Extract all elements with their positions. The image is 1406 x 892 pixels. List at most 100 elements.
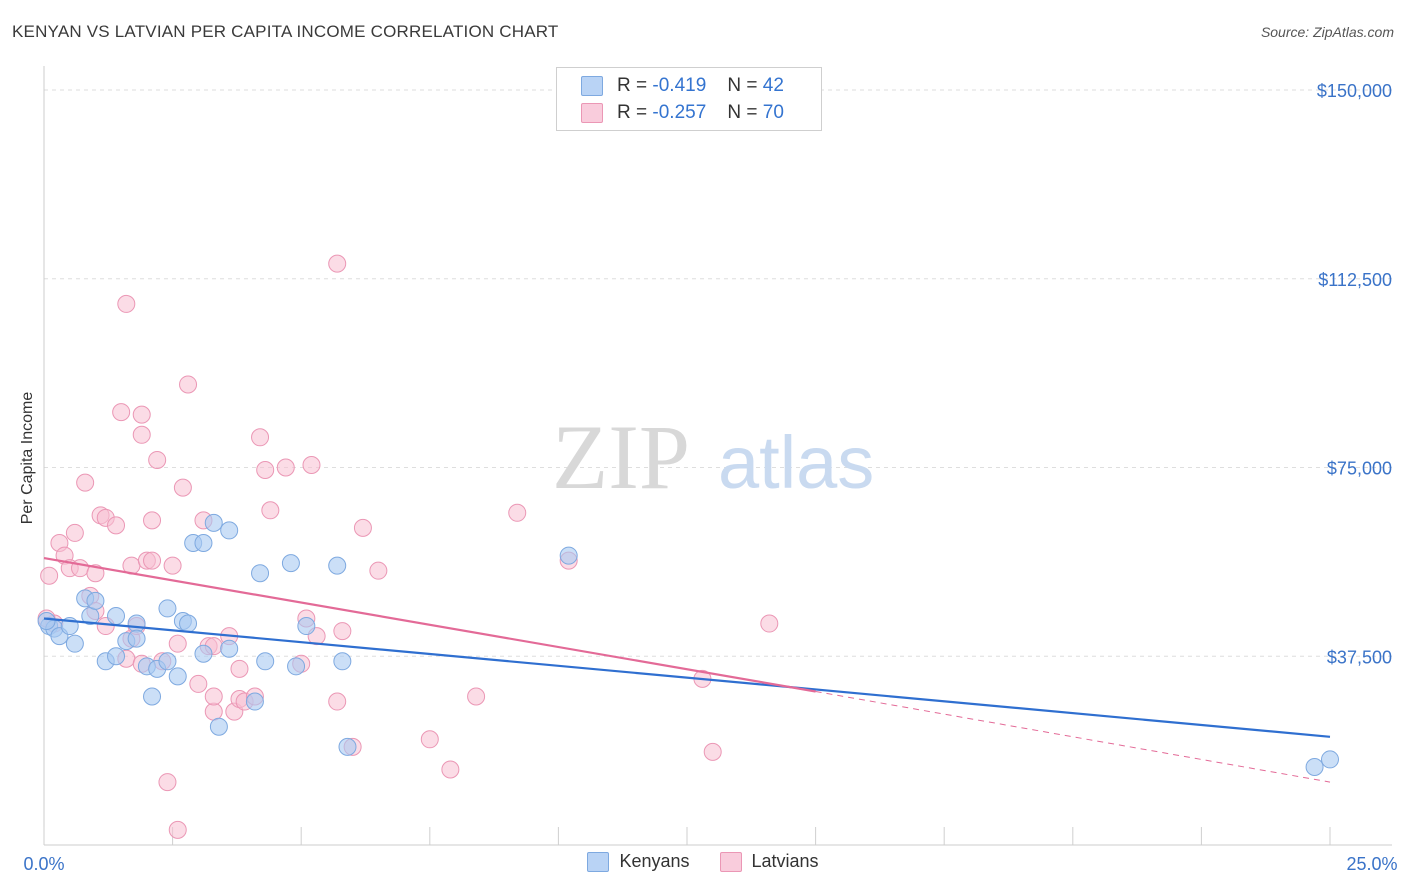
latvian-point (132, 405, 151, 424)
kenyan-point (251, 564, 270, 583)
latvian-point (112, 403, 131, 422)
latvian-point (65, 523, 84, 542)
kenyan-point (1321, 750, 1339, 769)
latvians-points (37, 254, 779, 839)
legend-item-latvians[interactable]: Latvians (719, 851, 819, 872)
latvian-point (256, 461, 275, 480)
legend-row-kenyans: R = -0.419 N = 42 (581, 74, 784, 98)
watermark: ZIP atlas (552, 406, 874, 508)
series-legend: Kenyans Latvians (0, 851, 1406, 872)
latvian-point (703, 742, 722, 761)
latvian-point (143, 511, 162, 530)
kenyan-point (287, 657, 306, 676)
kenyans-n-label: N = (727, 75, 758, 96)
y-tick-label: $37,500 (1327, 647, 1392, 667)
kenyan-point (107, 606, 126, 625)
latvian-point (420, 730, 439, 749)
latvian-point (107, 516, 126, 535)
x-tick-label: 25.0% (1346, 854, 1397, 874)
latvians-n-value: 70 (762, 102, 784, 123)
kenyans-legend-swatch (587, 851, 610, 872)
kenyan-point (194, 644, 213, 663)
latvian-point (467, 687, 486, 706)
kenyans-points (37, 513, 1339, 776)
latvians-r-label: R = (617, 102, 648, 123)
watermark-zip: ZIP (552, 406, 690, 508)
kenyan-point (127, 629, 146, 648)
kenyan-point (559, 546, 578, 565)
latvian-point (328, 692, 347, 711)
kenyan-point (194, 534, 213, 552)
latvians-legend-label: Latvians (751, 851, 819, 871)
latvian-point (204, 687, 223, 706)
latvian-point (333, 622, 352, 641)
latvians-trend-line (43, 557, 816, 693)
latvian-point (353, 518, 372, 537)
latvian-point (189, 674, 208, 693)
grid-lines (44, 89, 1392, 657)
kenyan-point (168, 667, 187, 686)
latvian-point (230, 659, 249, 678)
kenyan-point (37, 612, 56, 631)
kenyan-point (338, 737, 357, 756)
tick-labels: $37,500 $75,000 $112,500 $150,000 0.0% 25.0% (23, 81, 1397, 874)
latvian-point (163, 556, 182, 575)
latvian-point (251, 428, 270, 447)
trend-lines (43, 557, 1331, 783)
chart-title: KENYAN VS LATVIAN PER CAPITA INCOME CORR… (12, 22, 559, 41)
kenyan-point (127, 614, 146, 633)
y-tick-label: $112,500 (1318, 270, 1392, 290)
latvian-point (148, 450, 167, 469)
kenyan-point (328, 556, 347, 575)
kenyan-point (158, 599, 177, 618)
latvian-point (276, 458, 295, 477)
latvian-point (204, 702, 223, 721)
x-tick-label: 0.0% (23, 854, 64, 874)
kenyans-swatch (581, 76, 603, 96)
kenyans-legend-label: Kenyans (619, 851, 690, 871)
latvian-point (168, 634, 187, 653)
chart-source: Source: ZipAtlas.com (1260, 24, 1394, 40)
latvians-swatch (581, 103, 603, 123)
kenyans-r-value: -0.419 (652, 75, 707, 96)
y-tick-label: $150,000 (1317, 81, 1392, 101)
latvians-trend-extension (815, 690, 1331, 783)
latvian-point (369, 561, 388, 580)
kenyan-point (333, 652, 352, 671)
legend-row-latvians: R = -0.257 N = 70 (581, 101, 784, 125)
latvian-point (76, 473, 95, 492)
kenyan-point (107, 647, 126, 666)
kenyan-point (245, 692, 264, 711)
watermark-atlas: atlas (718, 421, 874, 504)
latvian-point (173, 478, 192, 497)
kenyan-point (281, 554, 300, 573)
kenyan-point (209, 717, 228, 736)
latvian-point (302, 455, 321, 474)
kenyans-trend-line (43, 617, 1331, 738)
kenyan-point (65, 634, 84, 653)
kenyan-point (86, 591, 105, 610)
kenyan-point (297, 617, 316, 636)
legend-item-kenyans[interactable]: Kenyans (587, 851, 690, 872)
correlation-legend: R = -0.419 N = 42 R = -0.257 N = 70 (556, 67, 822, 131)
kenyans-r-label: R = (617, 75, 648, 96)
latvian-point (179, 375, 198, 394)
kenyan-point (158, 652, 177, 671)
axes (43, 66, 1392, 846)
kenyan-point (1305, 757, 1324, 776)
latvian-point (261, 501, 280, 520)
latvian-point (117, 294, 136, 313)
latvian-point (760, 614, 779, 633)
latvians-r-value: -0.257 (652, 102, 707, 123)
latvians-n-label: N = (727, 102, 758, 123)
kenyan-point (179, 614, 198, 633)
latvian-point (132, 425, 151, 444)
kenyan-point (256, 652, 275, 671)
latvian-point (508, 503, 527, 522)
kenyan-point (220, 521, 239, 540)
latvians-legend-swatch (719, 851, 742, 872)
latvian-point (143, 551, 162, 570)
kenyan-point (143, 687, 162, 706)
latvian-point (40, 566, 59, 585)
